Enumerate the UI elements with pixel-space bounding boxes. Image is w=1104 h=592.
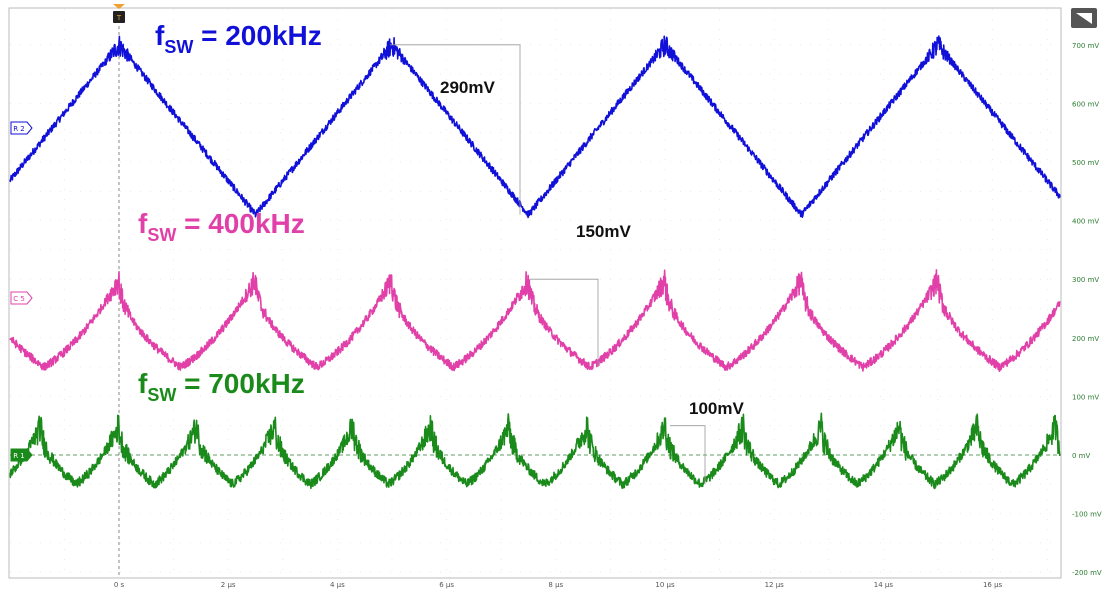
channel-marker-r2[interactable]: R 2 (10, 121, 33, 135)
svg-text:R 2: R 2 (13, 125, 25, 133)
x-axis-ticks: 0 s 2 µs 4 µs 6 µs 8 µs 10 µs 12 µs 14 µs 16 µs (114, 581, 1003, 589)
x-tick-label: 14 µs (874, 581, 894, 589)
y-tick-label: 400 mV (1072, 218, 1099, 226)
corner-scale-icon[interactable] (1071, 8, 1097, 28)
channel-markers: R 2 C 5 R 1 (10, 121, 33, 462)
series-labels: fSW = 200kHz fSW = 400kHz fSW = 700kHz (138, 20, 322, 405)
trace-r2 (9, 35, 1061, 219)
y-tick-label: 200 mV (1072, 335, 1099, 343)
ripple-label-r1: 100mV (689, 399, 744, 418)
y-tick-label: 600 mV (1072, 100, 1099, 108)
x-tick-label: 10 µs (655, 581, 675, 589)
series-label-r1: fSW = 700kHz (138, 368, 305, 405)
y-tick-label: 500 mV (1072, 159, 1099, 167)
y-axis-ticks: 700 mV 600 mV 500 mV 400 mV 300 mV 200 mV 100 … (1072, 42, 1102, 577)
ripple-bracket-r2 (390, 44, 521, 215)
channel-marker-c5[interactable]: C 5 (10, 291, 33, 305)
y-tick-label: 100 mV (1072, 393, 1099, 401)
y-tick-label: -200 mV (1072, 569, 1102, 577)
series-label-c5: fSW = 400kHz (138, 208, 305, 245)
ripple-label-c5: 150mV (576, 222, 631, 241)
ripple-label-r2: 290mV (440, 78, 495, 97)
ripple-bracket-r1 (670, 425, 706, 485)
x-tick-label: 12 µs (765, 581, 785, 589)
grid (10, 9, 1060, 577)
trace-c5 (9, 269, 1061, 372)
x-tick-label: 4 µs (330, 581, 345, 589)
ripple-bracket-c5 (530, 278, 599, 368)
y-tick-label: -100 mV (1072, 511, 1102, 519)
channel-marker-r1[interactable]: R 1 (10, 448, 33, 462)
trigger-label: T (116, 14, 122, 22)
x-tick-label: 2 µs (221, 581, 236, 589)
x-tick-label: 16 µs (983, 581, 1003, 589)
plot-frame (8, 7, 1062, 579)
x-tick-label: 6 µs (439, 581, 454, 589)
trace-r1 (9, 412, 1061, 490)
traces (9, 35, 1061, 490)
svg-text:R 1: R 1 (13, 452, 25, 460)
measurements: 290mV 150mV 100mV (390, 44, 744, 485)
trigger-marker[interactable]: T (113, 4, 125, 23)
y-tick-label: 700 mV (1072, 42, 1099, 50)
svg-text:C 5: C 5 (13, 295, 25, 303)
y-tick-label: 0 mV (1072, 452, 1090, 460)
y-tick-label: 300 mV (1072, 276, 1099, 284)
x-tick-label: 0 s (114, 581, 125, 589)
series-label-r2: fSW = 200kHz (155, 20, 322, 57)
x-tick-label: 8 µs (548, 581, 563, 589)
